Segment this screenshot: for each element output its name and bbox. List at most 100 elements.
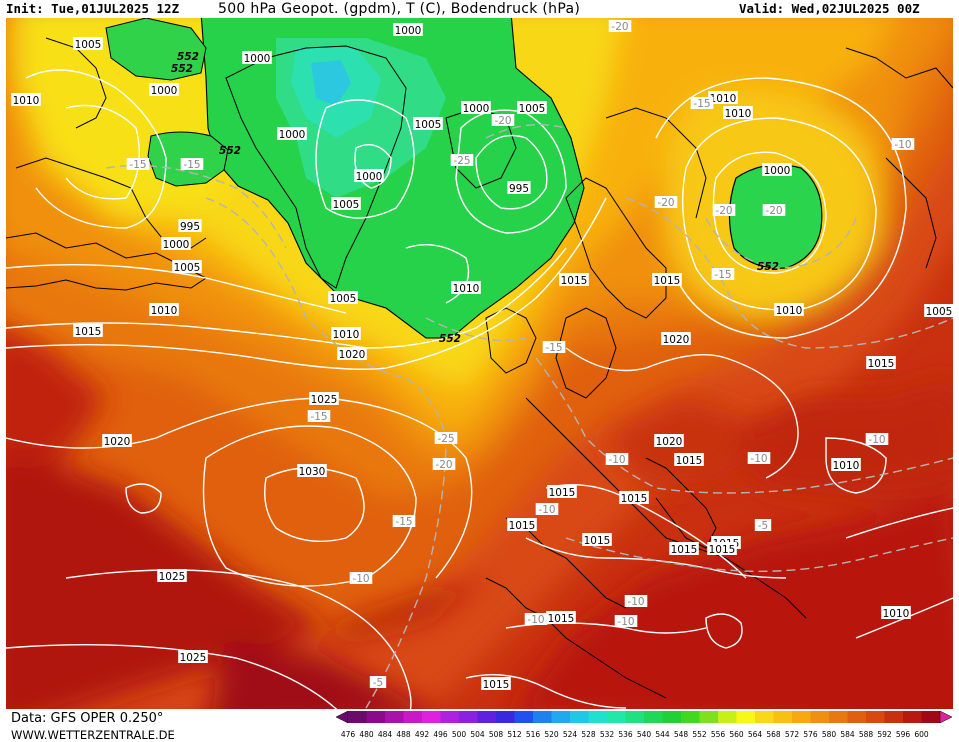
legend-tick-label: 592 bbox=[877, 730, 892, 739]
legend-swatch bbox=[440, 711, 459, 723]
cutoff-low-552 bbox=[728, 164, 823, 269]
pressure-label: 1015 bbox=[866, 356, 896, 370]
legend-swatch bbox=[422, 711, 441, 723]
temperature-label: -15 bbox=[392, 515, 416, 528]
pressure-label: 1015 bbox=[507, 518, 537, 532]
pressure-label-text: 1015 bbox=[671, 544, 698, 556]
temperature-label: -20 bbox=[432, 458, 456, 471]
pressure-label: 1010 bbox=[11, 93, 41, 107]
map-title: 500 hPa Geopot. (gpdm), T (C), Bodendruc… bbox=[218, 1, 581, 17]
legend-tick-label: 596 bbox=[896, 730, 911, 739]
legend-tick-label: 600 bbox=[914, 730, 929, 739]
pressure-label-text: 1010 bbox=[151, 305, 178, 317]
temperature-label-text: -15 bbox=[545, 342, 562, 354]
pressure-label: 1015 bbox=[669, 542, 699, 556]
temperature-label: -15 bbox=[542, 341, 566, 354]
pressure-label: 1005 bbox=[331, 197, 361, 211]
temperature-label: -10 bbox=[624, 595, 648, 608]
pressure-label: 1015 bbox=[619, 491, 649, 505]
temperature-label: -25 bbox=[450, 154, 474, 167]
legend-tick-label: 496 bbox=[433, 730, 448, 739]
legend-tick-label: 524 bbox=[563, 730, 578, 739]
temperature-label: -15 bbox=[307, 410, 331, 423]
temperature-label: -15 bbox=[711, 268, 735, 281]
pressure-label: 1010 bbox=[149, 303, 179, 317]
legend-swatch bbox=[847, 711, 866, 723]
isobars bbox=[6, 69, 953, 709]
pressure-label: 1005 bbox=[413, 117, 443, 131]
legend-tick-label: 532 bbox=[600, 730, 615, 739]
legend-tick-label: 576 bbox=[803, 730, 818, 739]
legend-tick-label: 500 bbox=[452, 730, 467, 739]
pressure-label-text: 1010 bbox=[833, 460, 860, 472]
legend-tick-label: 504 bbox=[470, 730, 485, 739]
legend-swatch bbox=[403, 711, 422, 723]
temperature-label-text: -15 bbox=[395, 516, 412, 528]
temperature-label-text: -20 bbox=[715, 205, 732, 217]
legend-swatch bbox=[792, 711, 811, 723]
temperature-label-text: -5 bbox=[758, 520, 768, 532]
pressure-label-text: 1015 bbox=[548, 613, 575, 625]
pressure-label: 1005 bbox=[73, 37, 103, 51]
legend-swatch bbox=[662, 711, 681, 723]
legend-tick-label: 484 bbox=[378, 730, 393, 739]
legend-swatch bbox=[921, 711, 940, 723]
legend-swatch bbox=[644, 711, 663, 723]
pressure-label-text: 1005 bbox=[519, 103, 546, 115]
pressure-label-text: 1000 bbox=[244, 53, 271, 65]
forecast-map: 1005 1000 1000 1010 1000 1000 1005 1000 1005 1000… bbox=[6, 18, 953, 709]
pressure-label-text: 1010 bbox=[710, 93, 737, 105]
pressure-label-text: 1000 bbox=[151, 85, 178, 97]
pressure-label-text: 1010 bbox=[453, 283, 480, 295]
pressure-label: 1000 bbox=[354, 169, 384, 183]
legend-swatch bbox=[459, 711, 478, 723]
legend-tick-label: 516 bbox=[526, 730, 541, 739]
legend-tick-label: 520 bbox=[544, 730, 559, 739]
pressure-label-text: 1025 bbox=[180, 652, 207, 664]
pressure-label: 1010 bbox=[881, 606, 911, 620]
temperature-label: -5 bbox=[369, 676, 387, 689]
temperature-label-text: -25 bbox=[453, 155, 470, 167]
pressure-label-text: 1020 bbox=[339, 349, 366, 361]
pressure-label: 1010 bbox=[831, 458, 861, 472]
temperature-label-text: -10 bbox=[617, 616, 634, 628]
pressure-label: 1015 bbox=[546, 611, 576, 625]
legend-swatch bbox=[681, 711, 700, 723]
temperature-label: -10 bbox=[535, 503, 559, 516]
pressure-label-text: 1020 bbox=[663, 334, 690, 346]
pressure-label-text: 1000 bbox=[764, 165, 791, 177]
temperature-label-text: -10 bbox=[868, 434, 885, 446]
legend-tick-label: 528 bbox=[581, 730, 596, 739]
pressure-label-text: 995 bbox=[180, 221, 200, 233]
legend-swatch bbox=[588, 711, 607, 723]
legend-swatch bbox=[348, 711, 367, 723]
temperature-label: -20 bbox=[654, 196, 678, 209]
pressure-label-text: 1005 bbox=[415, 119, 442, 131]
pressure-label: 1000 bbox=[393, 23, 423, 37]
legend-swatch bbox=[477, 711, 496, 723]
pressure-label-text: 1030 bbox=[299, 466, 326, 478]
pressure-label-text: 1010 bbox=[883, 608, 910, 620]
legend-tick-label: 548 bbox=[674, 730, 689, 739]
geopotential-label: 552 bbox=[177, 51, 199, 63]
legend-tick-label: 488 bbox=[396, 730, 411, 739]
pressure-label-text: 1005 bbox=[174, 262, 201, 274]
legend-swatch bbox=[866, 711, 885, 723]
pressure-label: 1005 bbox=[172, 260, 202, 274]
temperature-label: -10 bbox=[865, 433, 889, 446]
pressure-label-text: 995 bbox=[509, 183, 529, 195]
temperature-label-text: -10 bbox=[750, 453, 767, 465]
temperature-labels: -20 -15 -20 -25 -15 -20 -15 -20 -25 -20 -15 -10 -10 -… bbox=[126, 20, 915, 689]
temperature-label-text: -15 bbox=[183, 159, 200, 171]
init-time: Init: Tue,01JUL2025 12Z bbox=[6, 1, 180, 16]
pressure-label: 1000 bbox=[161, 237, 191, 251]
pressure-label: 1000 bbox=[242, 51, 272, 65]
legend-swatch bbox=[810, 711, 829, 723]
legend-swatch bbox=[607, 711, 626, 723]
legend-swatch bbox=[829, 711, 848, 723]
temperature-label: -25 bbox=[434, 432, 458, 445]
legend-tick-label: 556 bbox=[711, 730, 726, 739]
pressure-label: 1010 bbox=[331, 327, 361, 341]
pressure-label-text: 1000 bbox=[463, 103, 490, 115]
temperature-label-text: -15 bbox=[693, 98, 710, 110]
